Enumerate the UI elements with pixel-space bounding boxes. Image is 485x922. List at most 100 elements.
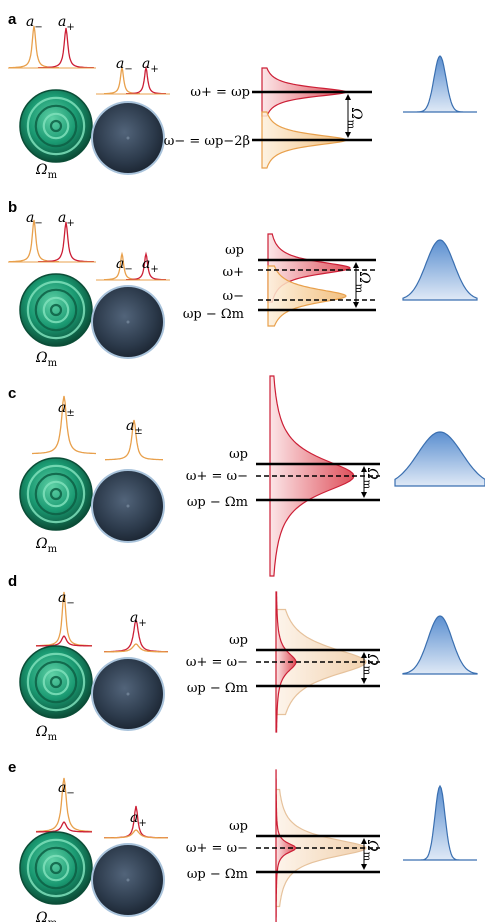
green-resonator [19,273,93,347]
arrow-head-up [361,652,367,658]
arrow-head-up [353,262,359,268]
green-disk [19,273,93,347]
spectrum-minus-right-small [104,829,168,839]
green-disk [19,457,93,531]
transmission-peak [402,615,478,675]
gray-disk-center [126,504,130,508]
transmission-peak [403,55,477,113]
ring [49,861,63,875]
ring [34,846,78,890]
mode-label-left-1: a− [58,590,75,609]
ring [49,487,63,501]
omega-m-label: Ωm [35,162,58,181]
eq-mid: ω+ = ω− [186,655,248,670]
eq-mid: ω+ = ω− [186,469,248,484]
transmission-peak [403,784,477,861]
green-resonator [19,457,93,531]
eq-mid-2: ω− [223,289,245,304]
mode-label-left-1: a− [26,14,43,33]
mode-label-right-1: a+ [130,610,147,629]
spectrum-plus-right [126,251,166,281]
ring [26,464,86,524]
mode-label-left-1: a± [58,400,75,419]
mode-label-left-2: a+ [58,14,75,33]
spectrum-plus-left-small [36,821,92,833]
transmission-peak [402,239,478,301]
arrow-head-down [345,132,351,138]
eq-top: ωp [225,243,244,258]
arrow-head-down [353,302,359,308]
panel-label: e [8,759,16,776]
gray-resonator [91,843,165,917]
green-resonator [19,831,93,905]
ring [49,303,63,317]
eq-top: ωp [229,819,248,834]
gray-disk-center [126,878,130,882]
eq-bottom: ωp − Ωm [187,495,248,510]
eq-top: ωp [229,447,248,462]
panel-label: c [8,385,16,402]
gray-disk-center [126,136,130,140]
arrow-head-up [361,466,367,472]
mode-label-left-1: a− [26,210,43,229]
ring [26,652,86,712]
gray-disk-center [126,320,130,324]
ring [34,104,78,148]
ring [26,838,86,898]
gray-resonator [91,657,165,731]
gray-resonator [91,101,165,175]
spectrum-merged-right [105,419,163,461]
lobe-plus [275,591,297,733]
green-resonator [19,645,93,719]
spectrum-plus-right [126,65,166,95]
spectrum-merged-left [32,395,96,455]
eq-bottom: ω− = ωp−2β [164,134,250,149]
panel-label: b [8,199,17,216]
green-disk [19,831,93,905]
arrow-head-down [361,678,367,684]
ring [42,112,70,140]
gray-resonator [91,469,165,543]
green-resonator [19,89,93,163]
eq-bottom: ωp − Ωm [187,681,248,696]
eq-mid-1: ω+ [223,265,245,280]
arrow-head-down [361,864,367,870]
ring [34,660,78,704]
eq-top: ω+ = ωp [190,85,250,100]
mode-label-right-2: a+ [142,256,159,275]
omega-m-label: Ωm [35,536,58,555]
mode-label-right-1: a− [116,56,133,75]
gray-disk-center [126,692,130,696]
omega-m-label: Ωm [35,910,58,922]
ring [42,854,70,882]
eq-mid: ω+ = ω− [186,841,248,856]
spectrum-plus-left-small [36,635,92,647]
eq-top: ωp [229,633,248,648]
ring [49,675,63,689]
panel-label: a [8,11,17,28]
arrow-head-down [361,492,367,498]
ring [26,280,86,340]
ring [34,288,78,332]
panel-label: d [8,573,17,590]
ring [42,296,70,324]
spectrum-plus-left [37,27,95,69]
arrow-head-up [345,94,351,100]
mode-label-left-2: a+ [58,210,75,229]
omega-m-label: Ωm [35,724,58,743]
omega-m-label: Ωm [35,350,58,369]
eq-bottom: ωp − Ωm [187,867,248,882]
spectrum-minus-left [35,777,93,833]
mode-label-left-1: a− [58,780,75,799]
green-disk [19,645,93,719]
ring [42,480,70,508]
eq-bottom: ωp − Ωm [183,307,244,322]
green-disk [19,89,93,163]
ring [49,119,63,133]
ring [26,96,86,156]
